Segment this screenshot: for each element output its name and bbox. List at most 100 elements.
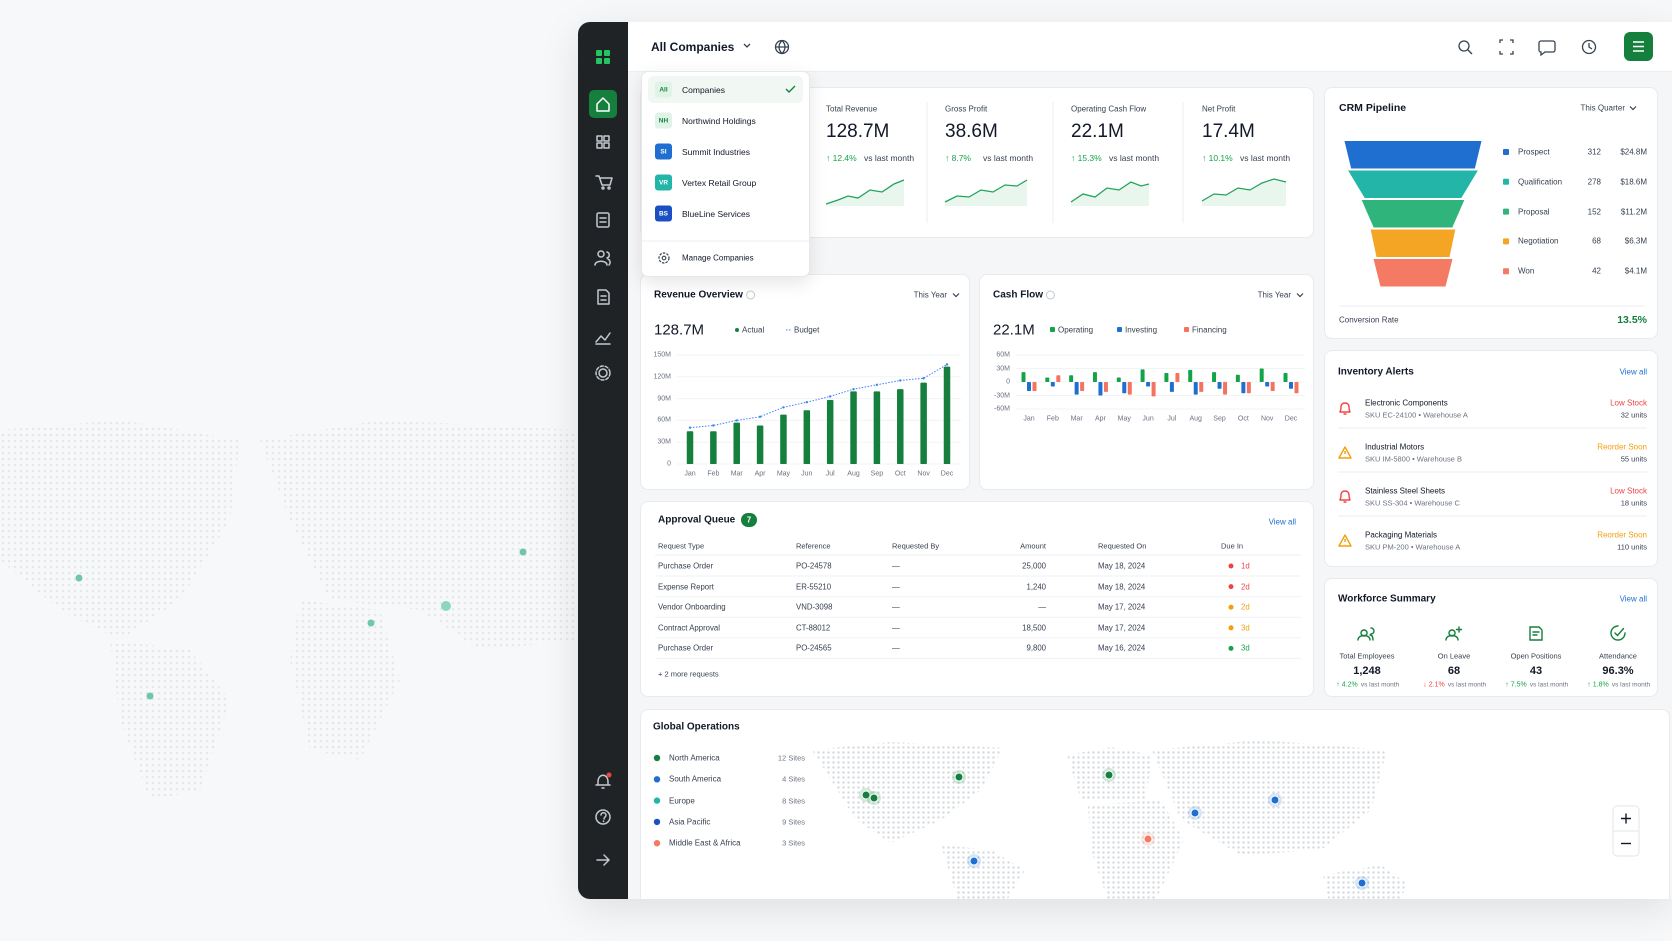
topbar: All Companies	[628, 22, 1672, 72]
nav-home[interactable]	[589, 90, 617, 118]
x-tick-label: May	[776, 470, 791, 478]
stage-name: Qualification	[1518, 177, 1563, 187]
stage-count: 68	[1592, 236, 1601, 246]
continent	[812, 742, 1003, 843]
stage-amount: $24.8M	[1620, 147, 1647, 157]
table-cell: CT-88012	[796, 623, 831, 633]
y-tick-label: 120M	[653, 373, 671, 381]
item-status: Low Stock	[1610, 486, 1647, 496]
company-name[interactable]: Northwind Holdings	[682, 115, 756, 126]
company-name[interactable]: BlueLine Services	[682, 208, 751, 219]
table-cell: PO-24565	[796, 643, 832, 653]
stage-amount: $18.6M	[1620, 177, 1647, 187]
chart-period[interactable]: This Year	[913, 290, 947, 300]
manage-companies[interactable]: Manage Companies	[682, 253, 754, 263]
toolbar-icons[interactable]	[774, 39, 1597, 57]
table-cell: 18,500	[1022, 623, 1046, 633]
view-all[interactable]: View all	[1619, 367, 1647, 377]
bar	[1032, 382, 1037, 391]
bar	[1193, 382, 1198, 395]
kpi-note: vs last month	[1240, 153, 1291, 163]
region-name: North America	[669, 753, 720, 763]
view-all[interactable]: View all	[1268, 517, 1296, 527]
x-tick-label: Jan	[684, 470, 696, 478]
bar	[1050, 382, 1055, 387]
inventory-card: Inventory Alerts View all Electronic Compo…	[1324, 350, 1658, 567]
table-cell: 2d	[1241, 602, 1250, 612]
budget-point	[758, 415, 762, 418]
budget-point	[945, 363, 949, 366]
sparkline	[1201, 178, 1287, 206]
x-tick-label: Mar	[1070, 415, 1083, 423]
x-tick-label: Oct	[894, 470, 906, 478]
stage-name: Prospect	[1518, 147, 1550, 157]
bar	[897, 389, 904, 464]
card-title: Global Operations	[653, 721, 740, 733]
card-graphics	[825, 102, 1287, 223]
x-tick-label: Jan	[1023, 415, 1035, 423]
workforce-card: Workforce Summary View all Total Employees…	[1324, 578, 1658, 697]
view-all[interactable]: View all	[1619, 594, 1647, 604]
map-dot	[367, 619, 375, 627]
workforce-icon	[1529, 626, 1543, 641]
more-requests[interactable]: + 2 more requests	[658, 669, 719, 679]
table-cell: May 18, 2024	[1098, 582, 1146, 592]
column-header: Requested By	[892, 541, 940, 551]
y-tick-label: 0	[1006, 378, 1010, 386]
item-units: 110 units	[1617, 542, 1647, 552]
company-name[interactable]: Summit Industries	[682, 146, 751, 157]
x-tick-label: Jul	[825, 470, 835, 478]
sidebar-icons	[589, 50, 617, 866]
bar	[1116, 377, 1121, 382]
budget-point	[875, 383, 879, 386]
chart-title: CRM Pipeline	[1339, 102, 1407, 114]
continent	[1088, 800, 1184, 899]
column-header: Request Type	[658, 541, 705, 551]
bar	[943, 366, 951, 464]
budget-point	[828, 395, 832, 398]
kpi-label: Total Revenue	[826, 104, 878, 114]
company-badge	[655, 143, 672, 160]
card-graphics	[1339, 106, 1645, 307]
due-dot	[1228, 584, 1234, 590]
region-dot	[653, 840, 661, 847]
metric-label: On Leave	[1437, 651, 1471, 661]
company-badge-text: SI	[660, 148, 667, 155]
bar	[1122, 382, 1127, 394]
bar	[1164, 373, 1169, 382]
map-marker	[1104, 770, 1114, 780]
sparkline-area	[1071, 182, 1149, 206]
bar	[1270, 382, 1275, 391]
stage-amount: $4.1M	[1624, 266, 1647, 276]
bar	[1151, 382, 1156, 397]
x-tick-label: Aug	[847, 470, 860, 478]
bar	[1169, 382, 1174, 392]
table-cell: —	[1038, 602, 1046, 612]
budget-point	[899, 379, 902, 382]
bar	[1056, 375, 1061, 382]
nav-icons[interactable]	[594, 135, 613, 866]
company-selector[interactable]: All Companies	[651, 40, 735, 54]
map-marker	[861, 790, 871, 800]
y-tick-label: 150M	[653, 351, 671, 359]
company-name[interactable]: Companies	[682, 84, 725, 95]
chart-period[interactable]: This Quarter	[1580, 103, 1625, 113]
legend-swatch	[1503, 178, 1509, 185]
company-name[interactable]: Vertex Retail Group	[682, 177, 757, 188]
sparkline-line	[1070, 181, 1150, 203]
stage-count: 278	[1587, 177, 1601, 187]
map-dot	[519, 548, 527, 556]
y-tick-label: 90M	[657, 395, 671, 403]
chart-period[interactable]: This Year	[1257, 290, 1291, 300]
sparkline-line	[944, 179, 1028, 203]
item-sku: SKU PM-200 • Warehouse A	[1365, 542, 1461, 552]
bar	[1217, 382, 1222, 389]
budget-point	[852, 387, 855, 391]
sidebar	[578, 22, 628, 899]
chevron	[952, 293, 960, 298]
kpi-label: Net Profit	[1202, 104, 1236, 114]
card-graphics	[1338, 402, 1647, 547]
funnel-stage	[1361, 200, 1465, 228]
map-dot	[75, 574, 83, 582]
